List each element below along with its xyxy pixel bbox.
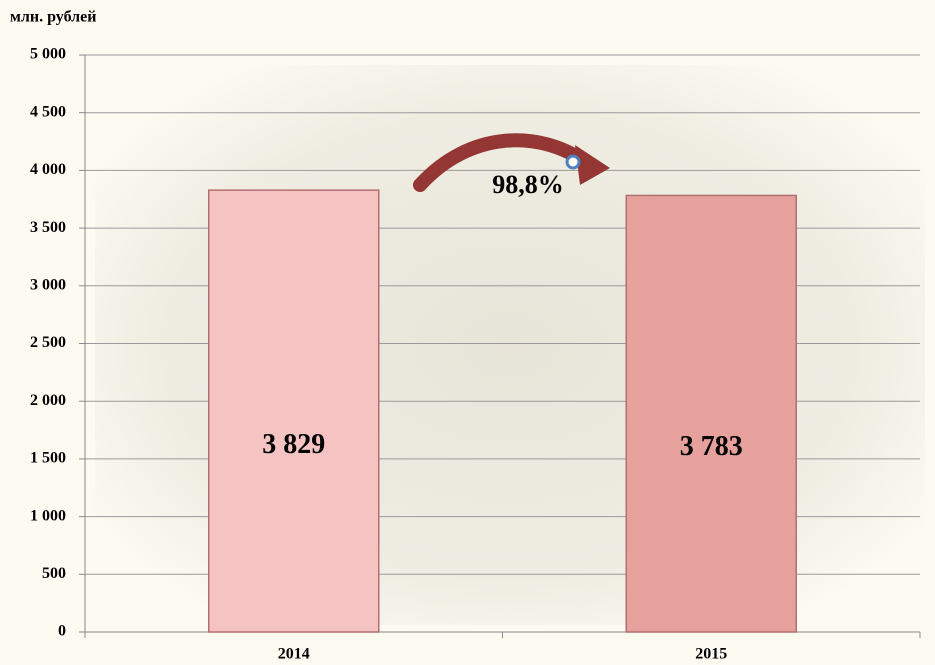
arrow: [413, 133, 592, 192]
x-tick-label: 2015: [695, 646, 727, 663]
y-tick-label: 5 000: [30, 46, 66, 63]
y-tick-label: 2 500: [30, 334, 66, 351]
y-axis-label: млн. рублей: [10, 9, 96, 26]
y-tick-label: 3 500: [30, 219, 66, 236]
bar: [625, 194, 797, 633]
arrow-head: [575, 145, 610, 185]
x-tick-label: 2014: [278, 646, 310, 663]
y-tick-label: 0: [58, 623, 66, 640]
y-tick-label: 4 500: [30, 103, 66, 120]
value-label: 3 783: [680, 431, 743, 462]
y-tick-label: 3 000: [30, 276, 66, 293]
bar: [208, 189, 380, 633]
annotation: 98,8%: [492, 170, 564, 199]
y-tick-label: 1 500: [30, 450, 66, 467]
y-tick-label: 4 000: [30, 161, 66, 178]
arrow-dot: [565, 154, 581, 170]
y-tick-label: 1 000: [30, 507, 66, 524]
y-tick-label: 2 000: [30, 392, 66, 409]
value-label: 3 829: [262, 429, 325, 460]
y-tick-label: 500: [42, 565, 66, 582]
